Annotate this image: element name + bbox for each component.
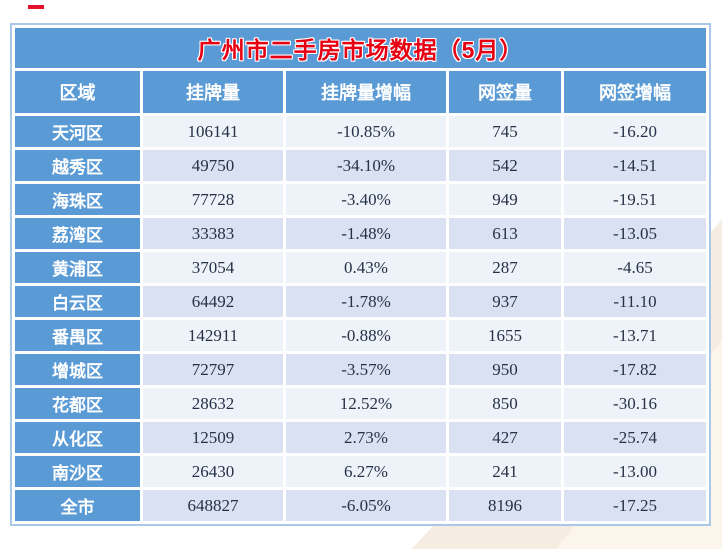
signings-change-cell: -13.71: [564, 320, 706, 351]
listings-cell: 106141: [143, 116, 283, 147]
table-title-bar: 广州市二手房市场数据（5月）: [15, 28, 706, 68]
signings-cell: 1655: [449, 320, 561, 351]
signings-change-cell: -19.51: [564, 184, 706, 215]
listings-change-cell: -3.40%: [286, 184, 446, 215]
signings-change-cell: -30.16: [564, 388, 706, 419]
signings-cell: 937: [449, 286, 561, 317]
table-row: 海珠区 77728 -3.40% 949 -19.51: [15, 184, 706, 215]
signings-change-cell: -4.65: [564, 252, 706, 283]
header-row: 区域 挂牌量 挂牌量增幅 网签量 网签增幅: [15, 71, 706, 113]
signings-change-cell: -11.10: [564, 286, 706, 317]
listings-change-cell: -10.85%: [286, 116, 446, 147]
signings-cell: 427: [449, 422, 561, 453]
listings-change-cell: -3.57%: [286, 354, 446, 385]
region-cell: 天河区: [15, 116, 140, 147]
region-cell: 花都区: [15, 388, 140, 419]
listings-change-cell: 2.73%: [286, 422, 446, 453]
signings-change-cell: -17.82: [564, 354, 706, 385]
listings-cell: 26430: [143, 456, 283, 487]
header-listings: 挂牌量: [143, 71, 283, 113]
signings-cell: 949: [449, 184, 561, 215]
signings-change-cell: -14.51: [564, 150, 706, 181]
signings-cell: 850: [449, 388, 561, 419]
table-row: 番禺区 142911 -0.88% 1655 -13.71: [15, 320, 706, 351]
signings-cell: 745: [449, 116, 561, 147]
listings-change-cell: 12.52%: [286, 388, 446, 419]
listings-cell: 37054: [143, 252, 283, 283]
region-cell: 黄浦区: [15, 252, 140, 283]
table-row: 花都区 28632 12.52% 850 -30.16: [15, 388, 706, 419]
table-row: 增城区 72797 -3.57% 950 -17.82: [15, 354, 706, 385]
table-row: 天河区 106141 -10.85% 745 -16.20: [15, 116, 706, 147]
region-cell: 全市: [15, 490, 140, 521]
table-row: 荔湾区 33383 -1.48% 613 -13.05: [15, 218, 706, 249]
listings-cell: 648827: [143, 490, 283, 521]
listings-cell: 72797: [143, 354, 283, 385]
region-cell: 从化区: [15, 422, 140, 453]
listings-change-cell: -1.48%: [286, 218, 446, 249]
header-listings-change: 挂牌量增幅: [286, 71, 446, 113]
table-row: 南沙区 26430 6.27% 241 -13.00: [15, 456, 706, 487]
signings-change-cell: -17.25: [564, 490, 706, 521]
signings-cell: 542: [449, 150, 561, 181]
header-signings-change: 网签增幅: [564, 71, 706, 113]
red-dash-mark: [28, 5, 44, 9]
region-cell: 荔湾区: [15, 218, 140, 249]
listings-change-cell: -6.05%: [286, 490, 446, 521]
listings-cell: 28632: [143, 388, 283, 419]
signings-cell: 241: [449, 456, 561, 487]
signings-change-cell: -13.00: [564, 456, 706, 487]
listings-cell: 142911: [143, 320, 283, 351]
signings-change-cell: -16.20: [564, 116, 706, 147]
header-signings: 网签量: [449, 71, 561, 113]
region-cell: 白云区: [15, 286, 140, 317]
title-row: 广州市二手房市场数据（5月）: [15, 28, 706, 68]
signings-cell: 950: [449, 354, 561, 385]
region-cell: 海珠区: [15, 184, 140, 215]
header-region: 区域: [15, 71, 140, 113]
region-cell: 越秀区: [15, 150, 140, 181]
listings-change-cell: 0.43%: [286, 252, 446, 283]
signings-change-cell: -13.05: [564, 218, 706, 249]
table-row: 白云区 64492 -1.78% 937 -11.10: [15, 286, 706, 317]
table-row: 黄浦区 37054 0.43% 287 -4.65: [15, 252, 706, 283]
listings-change-cell: 6.27%: [286, 456, 446, 487]
signings-cell: 8196: [449, 490, 561, 521]
listings-cell: 33383: [143, 218, 283, 249]
region-cell: 南沙区: [15, 456, 140, 487]
housing-data-table: 广州市二手房市场数据（5月） 区域 挂牌量 挂牌量增幅 网签量 网签增幅 天河区…: [10, 23, 711, 526]
listings-change-cell: -0.88%: [286, 320, 446, 351]
listings-cell: 49750: [143, 150, 283, 181]
table-row: 越秀区 49750 -34.10% 542 -14.51: [15, 150, 706, 181]
region-cell: 番禺区: [15, 320, 140, 351]
signings-change-cell: -25.74: [564, 422, 706, 453]
table-title: 广州市二手房市场数据（5月）: [197, 37, 524, 63]
listings-change-cell: -34.10%: [286, 150, 446, 181]
housing-data-table-container: 广州市二手房市场数据（5月） 区域 挂牌量 挂牌量增幅 网签量 网签增幅 天河区…: [10, 23, 711, 526]
table-body: 天河区 106141 -10.85% 745 -16.20 越秀区 49750 …: [15, 116, 706, 521]
listings-cell: 12509: [143, 422, 283, 453]
signings-cell: 287: [449, 252, 561, 283]
listings-cell: 77728: [143, 184, 283, 215]
region-cell: 增城区: [15, 354, 140, 385]
table-row: 从化区 12509 2.73% 427 -25.74: [15, 422, 706, 453]
table-row: 全市 648827 -6.05% 8196 -17.25: [15, 490, 706, 521]
listings-cell: 64492: [143, 286, 283, 317]
signings-cell: 613: [449, 218, 561, 249]
listings-change-cell: -1.78%: [286, 286, 446, 317]
